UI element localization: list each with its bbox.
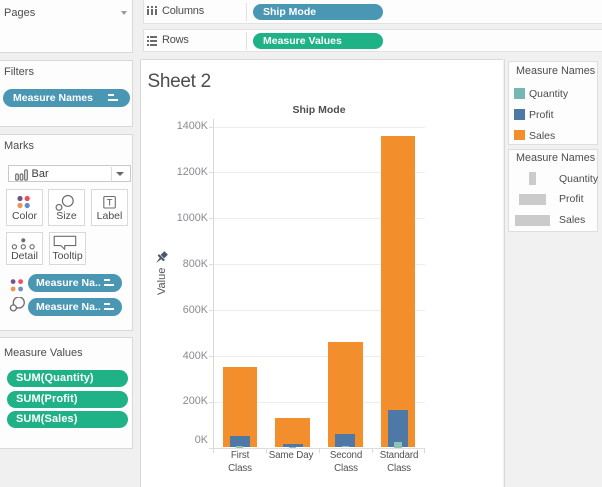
svg-text:T: T (107, 198, 113, 209)
